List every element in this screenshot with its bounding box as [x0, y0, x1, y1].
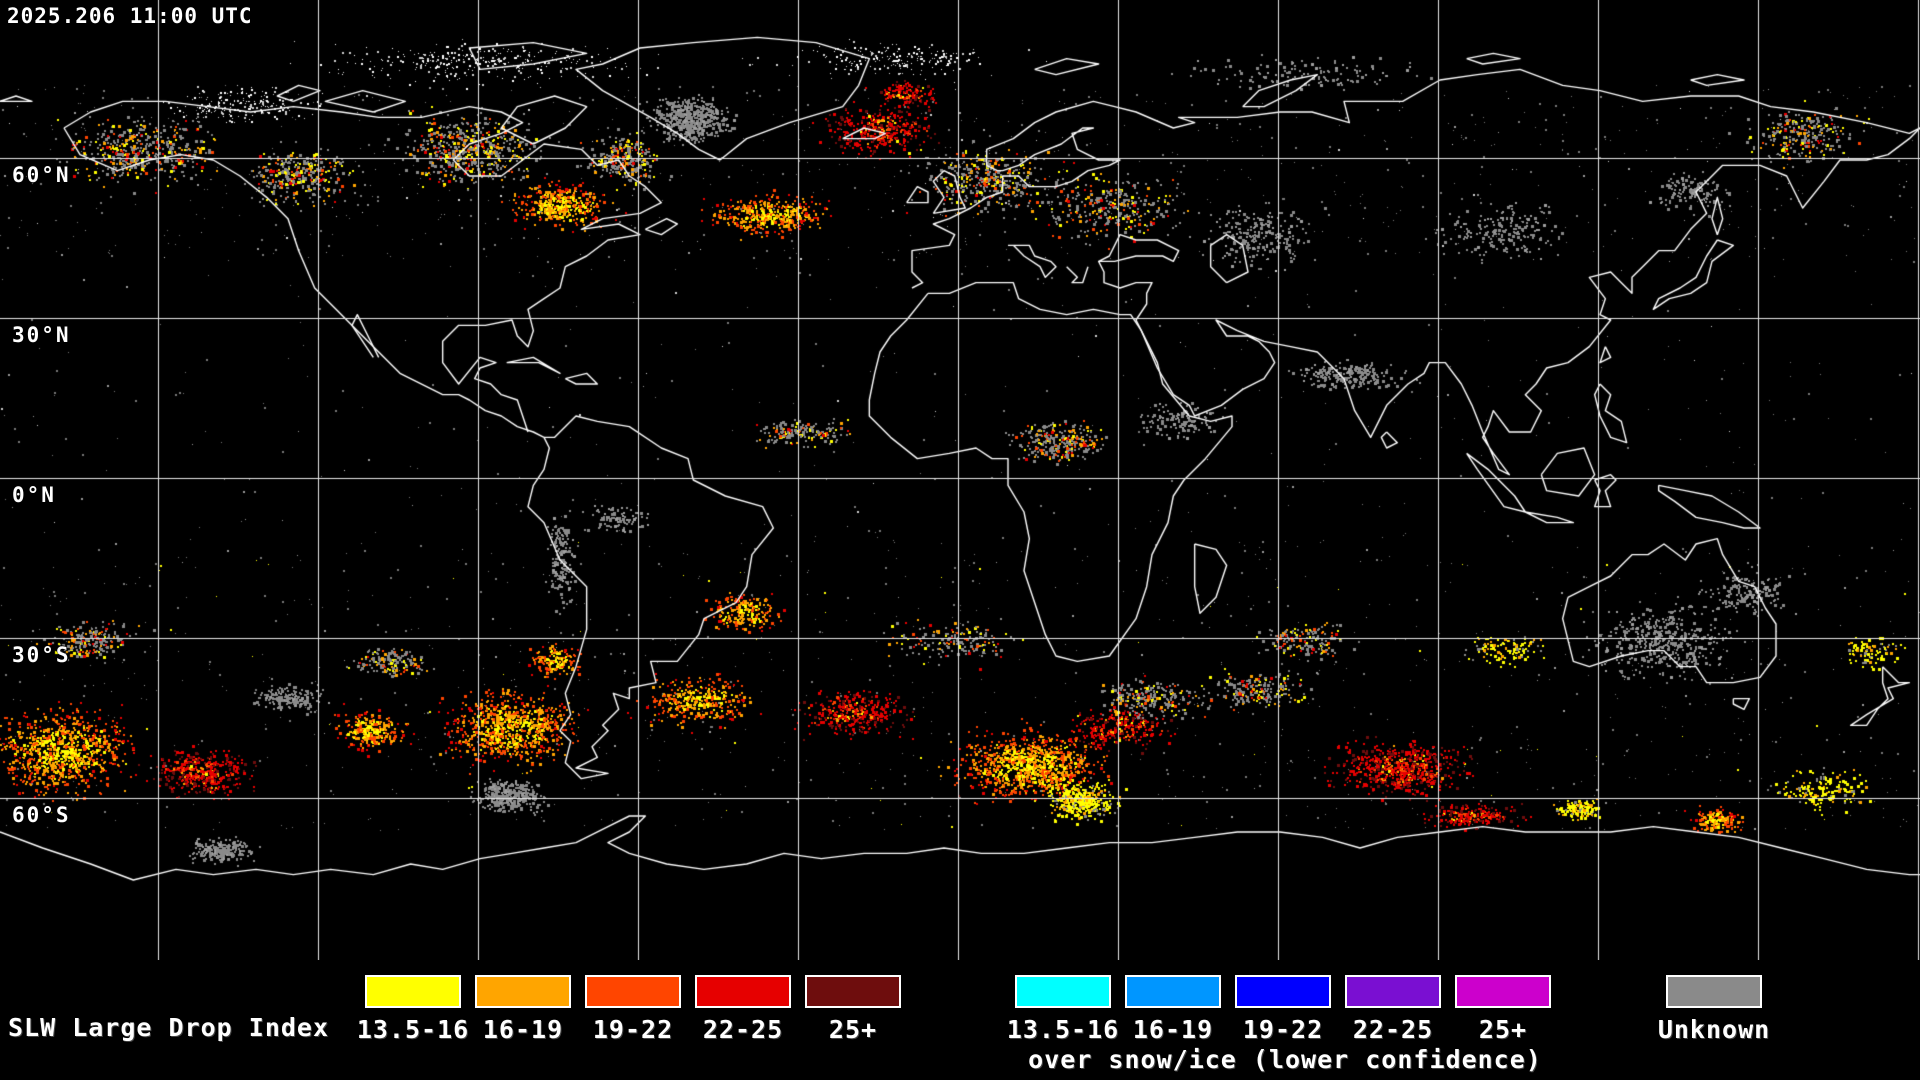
legend-label: 16-19	[1132, 1015, 1214, 1044]
latitude-label: 60°S	[12, 803, 71, 827]
legend-item: 19-22	[1235, 975, 1331, 1044]
legend-item: 13.5-16	[357, 975, 468, 1044]
legend-swatch	[475, 975, 571, 1008]
legend-label: 22-25	[702, 1015, 784, 1044]
unknown-swatch	[1666, 975, 1762, 1008]
legend-item: 19-22	[585, 975, 681, 1044]
legend-label: 25+	[1478, 1015, 1528, 1044]
legend-swatch	[805, 975, 901, 1008]
unknown-label: Unknown	[1657, 1015, 1771, 1044]
legend-scale-standard: 13.5-16 16-19 19-22 22-25 25+	[357, 975, 901, 1044]
legend-label: 19-22	[592, 1015, 674, 1044]
legend-item: 13.5-16	[1007, 975, 1118, 1044]
legend-item: 22-25	[695, 975, 791, 1044]
legend-label: 25+	[828, 1015, 878, 1044]
legend-title: SLW Large Drop Index	[8, 1013, 330, 1042]
legend-unknown-item: Unknown	[1658, 975, 1769, 1044]
legend-item: 25+	[805, 975, 901, 1044]
latitude-label: 0°N	[12, 483, 56, 507]
legend-item: 22-25	[1345, 975, 1441, 1044]
snow-ice-caption: over snow/ice (lower confidence)	[1028, 1045, 1542, 1074]
legend-bar: SLW Large Drop Index 13.5-16 16-19 19-22 22…	[0, 960, 1920, 1080]
legend-swatch	[1235, 975, 1331, 1008]
legend-swatch	[1015, 975, 1111, 1008]
legend-swatch	[695, 975, 791, 1008]
legend-item: 16-19	[475, 975, 571, 1044]
timestamp-label: 2025.206 11:00 UTC	[7, 4, 253, 28]
world-map-canvas	[0, 0, 1920, 960]
legend-label: 19-22	[1242, 1015, 1324, 1044]
legend-item: 16-19	[1125, 975, 1221, 1044]
legend-swatch	[585, 975, 681, 1008]
legend-label: 22-25	[1352, 1015, 1434, 1044]
legend-label: 16-19	[482, 1015, 564, 1044]
latitude-label: 60°N	[12, 163, 71, 187]
legend-swatch	[1125, 975, 1221, 1008]
legend-label: 13.5-16	[356, 1015, 470, 1044]
legend-swatch	[365, 975, 461, 1008]
legend-label: 13.5-16	[1006, 1015, 1120, 1044]
legend-swatch	[1345, 975, 1441, 1008]
legend-item: 25+	[1455, 975, 1551, 1044]
legend-swatch	[1455, 975, 1551, 1008]
latitude-label: 30°S	[12, 643, 71, 667]
latitude-label: 30°N	[12, 323, 71, 347]
legend-scale-snow-ice: 13.5-16 16-19 19-22 22-25 25+	[1007, 975, 1551, 1044]
